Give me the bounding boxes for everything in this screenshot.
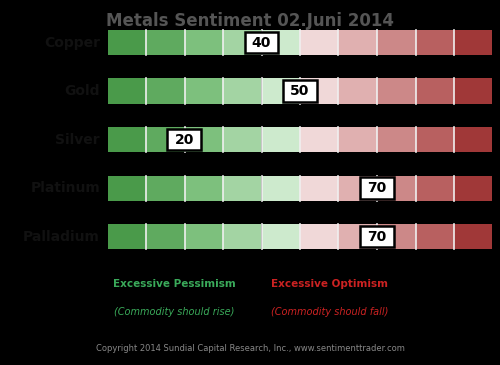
- Bar: [454, 127, 492, 152]
- Bar: [377, 30, 416, 55]
- Bar: [184, 127, 223, 152]
- FancyBboxPatch shape: [283, 80, 317, 102]
- Bar: [223, 78, 262, 104]
- Text: Metals Sentiment 02.Juni 2014: Metals Sentiment 02.Juni 2014: [106, 12, 394, 30]
- Bar: [146, 176, 184, 201]
- Text: Copyright 2014 Sundial Capital Research, Inc., www.sentimenttrader.com: Copyright 2014 Sundial Capital Research,…: [96, 344, 405, 353]
- Bar: [300, 127, 339, 152]
- Bar: [416, 78, 454, 104]
- FancyBboxPatch shape: [360, 226, 394, 247]
- Bar: [184, 30, 223, 55]
- Bar: [223, 30, 262, 55]
- FancyBboxPatch shape: [360, 177, 394, 199]
- Bar: [262, 30, 300, 55]
- Bar: [377, 224, 416, 249]
- Bar: [377, 176, 416, 201]
- Bar: [377, 78, 416, 104]
- Text: 20: 20: [175, 132, 194, 147]
- Bar: [108, 30, 146, 55]
- Bar: [146, 30, 184, 55]
- Bar: [108, 78, 146, 104]
- Bar: [454, 224, 492, 249]
- Text: 40: 40: [252, 35, 271, 50]
- Bar: [146, 127, 184, 152]
- Bar: [223, 176, 262, 201]
- Bar: [184, 78, 223, 104]
- Bar: [338, 30, 377, 55]
- Bar: [338, 127, 377, 152]
- Text: 50: 50: [290, 84, 310, 98]
- Bar: [108, 127, 146, 152]
- Text: Silver: Silver: [56, 132, 100, 147]
- Bar: [300, 78, 339, 104]
- Bar: [416, 127, 454, 152]
- Text: Excessive Pessimism: Excessive Pessimism: [113, 279, 236, 289]
- Text: (Commodity should rise): (Commodity should rise): [114, 307, 234, 318]
- Bar: [300, 224, 339, 249]
- Bar: [454, 176, 492, 201]
- Text: 70: 70: [368, 230, 386, 244]
- Bar: [338, 176, 377, 201]
- FancyBboxPatch shape: [168, 129, 202, 150]
- Text: Copper: Copper: [44, 35, 100, 50]
- Bar: [416, 176, 454, 201]
- Bar: [223, 224, 262, 249]
- Bar: [262, 78, 300, 104]
- Bar: [108, 224, 146, 249]
- Text: Palladium: Palladium: [23, 230, 100, 244]
- Bar: [146, 224, 184, 249]
- Text: (Commodity should fall): (Commodity should fall): [270, 307, 388, 318]
- Bar: [300, 176, 339, 201]
- Bar: [223, 127, 262, 152]
- Bar: [184, 224, 223, 249]
- Bar: [338, 78, 377, 104]
- Bar: [338, 224, 377, 249]
- Bar: [146, 78, 184, 104]
- Bar: [108, 176, 146, 201]
- Bar: [262, 176, 300, 201]
- Bar: [416, 224, 454, 249]
- Bar: [377, 127, 416, 152]
- Bar: [300, 30, 339, 55]
- Bar: [262, 127, 300, 152]
- Bar: [184, 176, 223, 201]
- FancyBboxPatch shape: [244, 32, 278, 53]
- Bar: [454, 30, 492, 55]
- Text: Gold: Gold: [64, 84, 100, 98]
- Text: Platinum: Platinum: [30, 181, 100, 195]
- Bar: [416, 30, 454, 55]
- Bar: [454, 78, 492, 104]
- Text: Excessive Optimism: Excessive Optimism: [271, 279, 388, 289]
- Text: 70: 70: [368, 181, 386, 195]
- Bar: [262, 224, 300, 249]
